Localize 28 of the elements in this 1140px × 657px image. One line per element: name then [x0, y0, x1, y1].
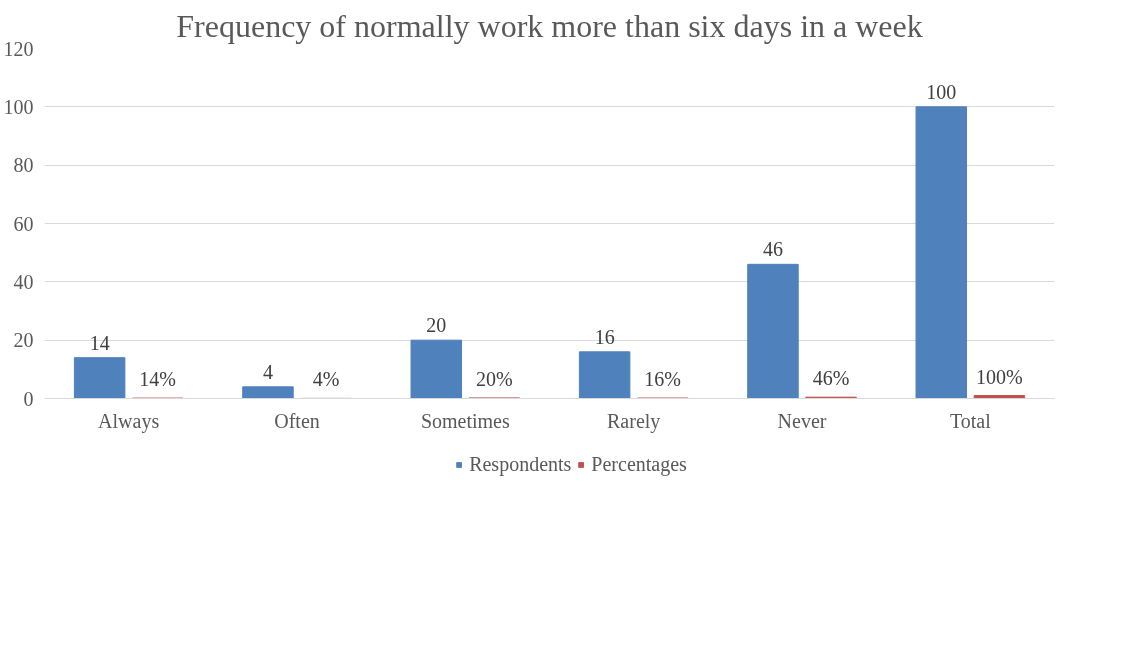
- data-label: 16: [594, 325, 615, 348]
- legend-label: Percentages: [591, 452, 687, 476]
- y-tick-label: 40: [13, 270, 34, 293]
- y-tick-label: 120: [3, 37, 34, 60]
- data-label: 20: [426, 314, 447, 337]
- data-label: 4%: [312, 368, 340, 391]
- x-tick-label: Never: [777, 409, 827, 432]
- x-tick-label: Sometimes: [420, 409, 510, 432]
- y-tick-label: 0: [23, 387, 34, 410]
- legend-label: Respondents: [469, 452, 572, 476]
- data-label: 46%: [812, 367, 850, 390]
- data-label: 14: [89, 331, 110, 354]
- data-label: 100%: [976, 365, 1023, 388]
- data-label: 20%: [476, 367, 513, 390]
- y-tick-label: 60: [13, 212, 34, 235]
- y-tick-label: 20: [13, 329, 34, 352]
- data-label: 100: [926, 80, 957, 103]
- data-label: 4: [262, 360, 273, 383]
- x-tick-label: Always: [98, 409, 160, 433]
- data-label: 46: [762, 238, 783, 261]
- x-tick-label: Often: [274, 409, 320, 432]
- chart-title: Frequency of normally work more than six days in a week: [176, 7, 923, 44]
- x-tick-label: Rarely: [607, 409, 661, 433]
- x-tick-label: Total: [949, 409, 992, 432]
- data-label: 14%: [139, 368, 177, 391]
- y-tick-label: 100: [3, 95, 34, 118]
- data-label: 16%: [644, 368, 682, 391]
- y-tick-label: 80: [13, 154, 34, 177]
